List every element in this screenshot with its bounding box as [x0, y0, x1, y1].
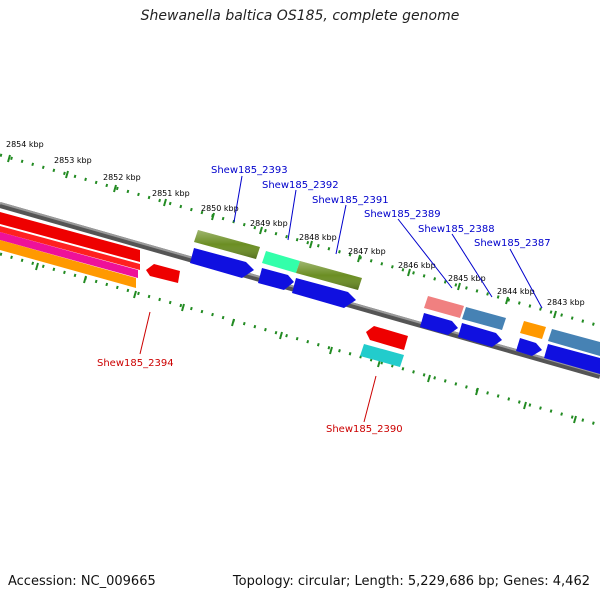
label-leaders-forward [233, 175, 543, 309]
feature-steelblue-2388 [462, 307, 506, 330]
tick-label-2846: 2846 kbp [398, 261, 436, 270]
feature-steelblue-2387 [548, 329, 600, 356]
genome-info-text: Topology: circular; Length: 5,229,686 bp… [232, 574, 590, 589]
cds-arrow-2387b [544, 344, 600, 374]
gene-label-2387: Shew185_2387 [474, 238, 551, 249]
feature-aqua-2392 [262, 251, 300, 273]
map-title: Shewanella baltica OS185, complete genom… [140, 8, 460, 24]
tick-label-2848: 2848 kbp [299, 233, 337, 242]
gene-label-2391: Shew185_2391 [312, 195, 389, 206]
tick-label-2850: 2850 kbp [201, 204, 239, 213]
feature-magenta-long [0, 232, 138, 278]
tick-label-2844: 2844 kbp [497, 287, 535, 296]
gene-label-2394: Shew185_2394 [97, 358, 174, 369]
cds-arrow-2393 [190, 248, 254, 278]
tick-labels: 2854 kbp 2853 kbp 2852 kbp 2851 kbp 2850… [6, 140, 585, 307]
tick-label-2851: 2851 kbp [152, 189, 190, 198]
feature-red-long-b [0, 226, 140, 270]
feature-orange-long [0, 240, 136, 288]
feature-red-long-a [0, 212, 140, 262]
feature-olive-2391-shade [296, 261, 362, 290]
gene-label-2389: Shew185_2389 [364, 209, 441, 220]
cds-arrow-2388 [458, 323, 502, 347]
tick-label-2849: 2849 kbp [250, 219, 288, 228]
gene-labels: Shew185_2393 Shew185_2392 Shew185_2391 S… [97, 165, 551, 435]
feature-salmon-2389 [424, 296, 464, 318]
cds-arrow-2394 [146, 264, 180, 283]
cds-arrow-2391 [292, 278, 356, 308]
tick-label-2854: 2854 kbp [6, 140, 44, 149]
cds-arrow-2392 [258, 268, 294, 290]
label-leaders-reverse [139, 311, 377, 423]
accession-text: Accession: NC_009665 [8, 574, 156, 589]
cds-arrow-2389 [420, 313, 458, 335]
tick-label-2853: 2853 kbp [54, 156, 92, 165]
gene-label-2388: Shew185_2388 [418, 224, 495, 235]
gene-label-2392: Shew185_2392 [262, 180, 339, 191]
gene-label-2390: Shew185_2390 [326, 424, 403, 435]
feature-olive-2393-shade [194, 230, 260, 259]
feature-cyan-2390 [360, 344, 404, 367]
tick-label-2845: 2845 kbp [448, 274, 486, 283]
gene-label-2393: Shew185_2393 [211, 165, 288, 176]
cds-arrow-2390 [366, 326, 408, 350]
tick-label-2852: 2852 kbp [103, 173, 141, 182]
tick-label-2847: 2847 kbp [348, 247, 386, 256]
tick-label-2843: 2843 kbp [547, 298, 585, 307]
feature-orange-2387 [520, 321, 546, 339]
cds-arrow-2387a [516, 338, 542, 356]
outer-major-ticks [7, 154, 557, 319]
